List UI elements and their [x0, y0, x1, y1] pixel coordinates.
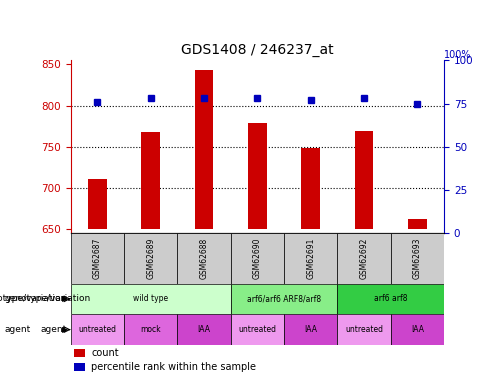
Bar	[284, 314, 337, 345]
Text: ▶: ▶	[62, 294, 68, 303]
Text: agent: agent	[41, 325, 67, 334]
Bar	[248, 123, 267, 229]
Bar	[75, 363, 85, 371]
Bar	[231, 233, 284, 284]
Bar	[124, 233, 178, 284]
Title: GDS1408 / 246237_at: GDS1408 / 246237_at	[181, 43, 334, 57]
Bar	[178, 233, 231, 284]
Text: count: count	[91, 348, 119, 358]
Bar	[178, 314, 231, 345]
Bar	[71, 314, 124, 345]
Bar	[408, 219, 427, 229]
Text: GSM62693: GSM62693	[413, 237, 422, 279]
Bar	[231, 314, 284, 345]
Text: GSM62691: GSM62691	[306, 237, 315, 279]
Bar	[124, 314, 178, 345]
Text: GSM62689: GSM62689	[146, 237, 155, 279]
Bar	[337, 314, 391, 345]
Bar	[71, 284, 231, 314]
Text: mock: mock	[141, 325, 161, 334]
Text: IAA: IAA	[198, 325, 211, 334]
Bar	[71, 233, 124, 284]
Text: percentile rank within the sample: percentile rank within the sample	[91, 362, 256, 372]
Bar	[391, 233, 444, 284]
Bar	[391, 314, 444, 345]
Text: arf6/arf6 ARF8/arf8: arf6/arf6 ARF8/arf8	[247, 294, 321, 303]
Text: arf6 arf8: arf6 arf8	[374, 294, 407, 303]
Bar	[337, 233, 391, 284]
Bar	[75, 349, 85, 357]
Text: IAA: IAA	[304, 325, 317, 334]
Bar	[337, 284, 444, 314]
Text: wild type: wild type	[133, 294, 168, 303]
Bar	[302, 148, 320, 229]
Text: 100%: 100%	[444, 50, 471, 60]
Bar	[142, 132, 160, 229]
Text: untreated: untreated	[79, 325, 117, 334]
Bar	[231, 284, 337, 314]
Text: genotype/variation: genotype/variation	[5, 294, 91, 303]
Text: genotype/variation: genotype/variation	[0, 294, 67, 303]
Bar	[284, 233, 337, 284]
Bar	[355, 131, 373, 229]
Text: GSM62688: GSM62688	[200, 238, 208, 279]
Text: agent: agent	[5, 325, 31, 334]
Text: GSM62692: GSM62692	[360, 237, 368, 279]
Text: untreated: untreated	[345, 325, 383, 334]
Text: ▶: ▶	[62, 325, 68, 334]
Text: GSM62687: GSM62687	[93, 237, 102, 279]
Text: GSM62690: GSM62690	[253, 237, 262, 279]
Text: untreated: untreated	[239, 325, 276, 334]
Bar	[195, 70, 213, 229]
Bar	[88, 180, 107, 229]
Text: IAA: IAA	[411, 325, 424, 334]
